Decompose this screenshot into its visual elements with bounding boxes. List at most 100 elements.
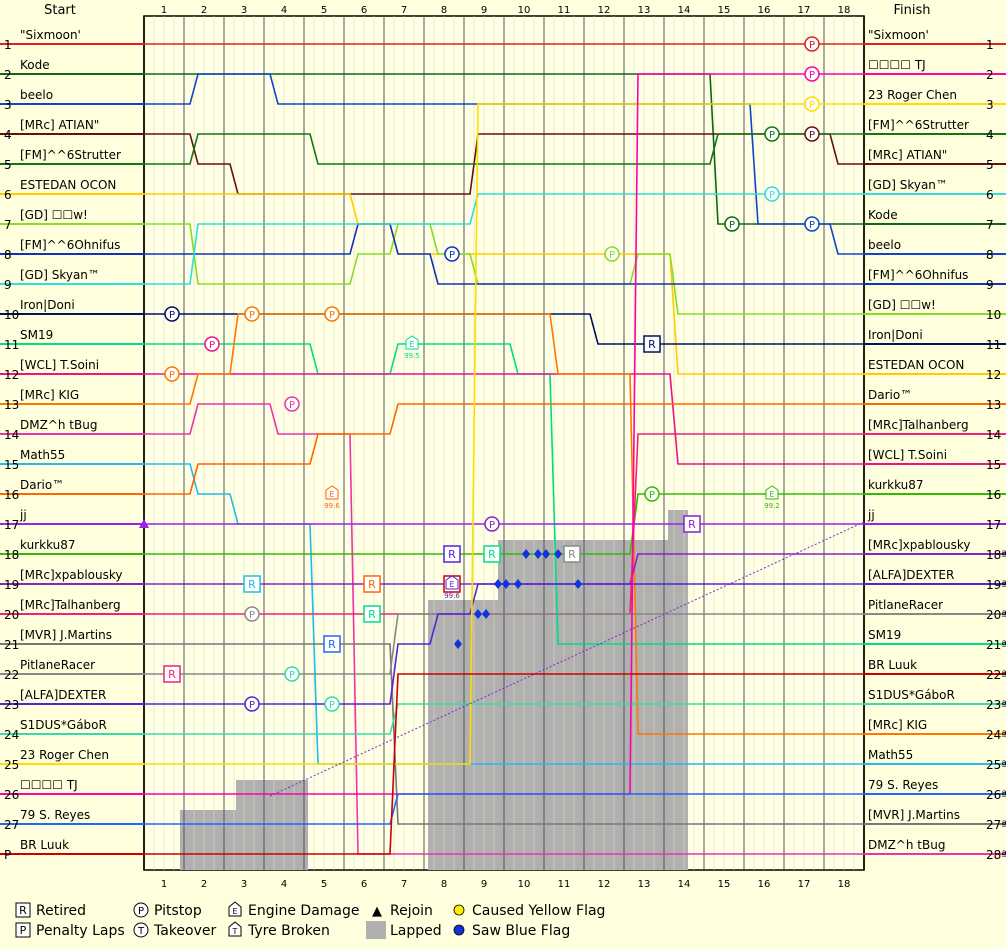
position-label-right: 9 xyxy=(986,278,994,292)
start-driver-name: 79 S. Reyes xyxy=(20,808,90,822)
finish-driver-name: Kode xyxy=(868,208,898,222)
finish-driver-name: DMZ^h tBug xyxy=(868,838,945,852)
pitstop-marker xyxy=(604,246,620,262)
retired-marker xyxy=(563,545,581,563)
finish-driver-name: Dario™ xyxy=(868,388,912,402)
finish-driver-name: [GD] Skyan™ xyxy=(868,178,948,192)
engine-damage-marker-label: E xyxy=(769,490,774,499)
pitstop-marker xyxy=(244,696,260,712)
retired-marker-label: R xyxy=(248,578,256,591)
annotations: PPPPPPPPPPPPPPPPPPPPPPPRRRRRRRRRRRE99.5E… xyxy=(139,36,820,712)
legend-label: Retired xyxy=(36,903,86,919)
start-driver-name: BR Luuk xyxy=(20,838,69,852)
start-driver-name: Iron|Doni xyxy=(20,298,75,312)
pitstop-marker xyxy=(804,66,820,82)
pitstop-marker xyxy=(764,126,780,142)
pitstop-marker-label: P xyxy=(809,220,815,231)
position-label-right: 5 xyxy=(986,158,994,172)
pitstop-marker-label: P xyxy=(809,40,815,51)
finish-driver-name: S1DUS*GáboR xyxy=(868,688,955,702)
pitstop-marker-label: P xyxy=(209,340,215,351)
pitstop-marker-label: P xyxy=(329,310,335,321)
position-label-right: 15 xyxy=(986,458,1001,472)
blue-flag-marker xyxy=(574,579,582,589)
position-label-left: 10 xyxy=(4,308,19,322)
lap-tick-label-top: 11 xyxy=(558,5,571,16)
lap-tick-label-bottom: 2 xyxy=(201,879,207,890)
position-label-right: 22ª xyxy=(986,668,1006,682)
blue-flag-marker xyxy=(494,579,502,589)
position-label-right: 28ª xyxy=(986,848,1006,862)
start-header: Start xyxy=(44,3,76,18)
series-line xyxy=(144,403,864,495)
pitstop-marker xyxy=(204,336,220,352)
start-driver-name: S1DUS*GáboR xyxy=(20,718,107,732)
position-label-right: 26ª xyxy=(986,788,1006,802)
engine-damage-marker-label: E xyxy=(449,580,454,589)
pitstop-marker xyxy=(324,696,340,712)
position-label-right: 6 xyxy=(986,188,994,202)
series-line xyxy=(144,343,864,645)
position-label-left: 24 xyxy=(4,728,19,742)
pitstop-marker xyxy=(804,96,820,112)
series-line xyxy=(144,313,864,735)
lap-tick-label-bottom: 11 xyxy=(558,879,571,890)
lap-tick-label-top: 3 xyxy=(241,5,247,16)
legend-label: Tyre Broken xyxy=(247,923,330,939)
position-label-left: 15 xyxy=(4,458,19,472)
retired-marker xyxy=(163,665,181,683)
blue-flag-marker xyxy=(542,549,550,559)
legend-label: Penalty Laps xyxy=(36,923,125,939)
lap-tick-label-bottom: 3 xyxy=(241,879,247,890)
lap-tick-label-top: 5 xyxy=(321,5,327,16)
position-label-left: P xyxy=(4,848,11,862)
position-label-right: 11 xyxy=(986,338,1001,352)
pitstop-marker-label: P xyxy=(729,220,735,231)
start-driver-name: [FM]^^6Ohnifus xyxy=(20,238,120,252)
position-label-left: 11 xyxy=(4,338,19,352)
engine-damage-marker-label: E xyxy=(329,490,334,499)
legend-swatch xyxy=(366,921,386,939)
series-line xyxy=(144,193,864,285)
start-driver-name: [FM]^^6Strutter xyxy=(20,148,121,162)
position-label-left: 3 xyxy=(4,98,12,112)
legend-label: Caused Yellow Flag xyxy=(472,903,605,919)
position-label-left: 22 xyxy=(4,668,19,682)
lap-tick-label-top: 12 xyxy=(598,5,611,16)
retired-marker xyxy=(683,515,701,533)
lap-tick-label-top: 4 xyxy=(281,5,287,16)
legend: R Retired P Pitstop E Engine Damage ▲ Rejoin Cau… xyxy=(15,901,605,939)
start-driver-name: ☐☐☐☐ TJ xyxy=(20,778,78,792)
start-driver-name: beelo xyxy=(20,88,53,102)
position-label-left: 14 xyxy=(4,428,19,442)
engine-damage-value: 99.6 xyxy=(444,592,460,600)
position-label-right: 2 xyxy=(986,68,994,82)
lap-tick-label-top: 6 xyxy=(361,5,367,16)
lapped-block xyxy=(236,780,308,810)
position-label-right: 12 xyxy=(986,368,1001,382)
finish-driver-name: [MVR] J.Martins xyxy=(868,808,960,822)
legend-swatch xyxy=(453,924,465,936)
pitstop-marker-label: P xyxy=(329,700,335,711)
finish-driver-name: [MRc]xpablousky xyxy=(868,538,971,552)
pitstop-marker xyxy=(244,606,260,622)
retired-marker-label: R xyxy=(568,548,576,561)
position-label-right: 20ª xyxy=(986,608,1006,622)
legend-swatch xyxy=(453,904,465,916)
legend-swatch-label: ▲ xyxy=(372,904,382,919)
finish-driver-name: beelo xyxy=(868,238,901,252)
series-line xyxy=(144,793,864,825)
blue-flags xyxy=(454,549,582,649)
position-label-left: 13 xyxy=(4,398,19,412)
blue-flag-marker xyxy=(522,549,530,559)
pitstop-marker xyxy=(444,246,460,262)
position-label-left: 12 xyxy=(4,368,19,382)
pitstop-marker xyxy=(724,216,740,232)
finish-driver-name: [WCL] T.Soini xyxy=(868,448,947,462)
blue-flag-marker xyxy=(474,609,482,619)
lap-tick-label-bottom: 8 xyxy=(441,879,447,890)
lap-tick-label-top: 18 xyxy=(838,5,851,16)
finish-driver-name: [FM]^^6Ohnifus xyxy=(868,268,968,282)
series-line xyxy=(144,583,864,705)
